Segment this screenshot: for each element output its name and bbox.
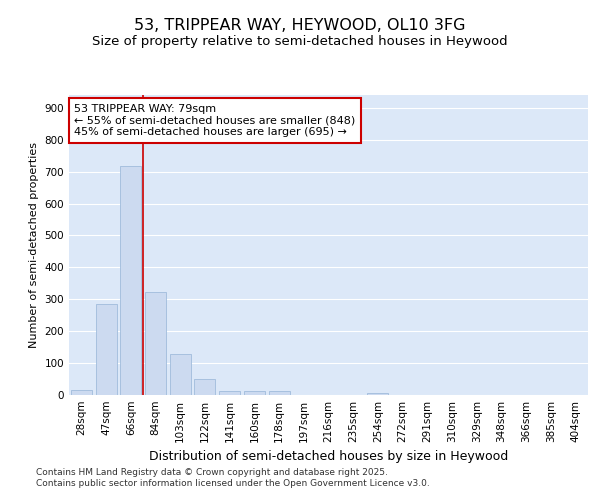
Text: 53, TRIPPEAR WAY, HEYWOOD, OL10 3FG: 53, TRIPPEAR WAY, HEYWOOD, OL10 3FG bbox=[134, 18, 466, 32]
Bar bbox=[71, 390, 92, 395]
Bar bbox=[145, 292, 166, 395]
Bar bbox=[170, 354, 191, 395]
Bar bbox=[367, 394, 388, 395]
Bar bbox=[244, 391, 265, 395]
X-axis label: Distribution of semi-detached houses by size in Heywood: Distribution of semi-detached houses by … bbox=[149, 450, 508, 464]
Y-axis label: Number of semi-detached properties: Number of semi-detached properties bbox=[29, 142, 39, 348]
Bar bbox=[95, 304, 116, 395]
Text: 53 TRIPPEAR WAY: 79sqm
← 55% of semi-detached houses are smaller (848)
45% of se: 53 TRIPPEAR WAY: 79sqm ← 55% of semi-det… bbox=[74, 104, 355, 137]
Text: Size of property relative to semi-detached houses in Heywood: Size of property relative to semi-detach… bbox=[92, 35, 508, 48]
Bar bbox=[219, 391, 240, 395]
Bar bbox=[120, 166, 141, 395]
Bar bbox=[269, 391, 290, 395]
Text: Contains HM Land Registry data © Crown copyright and database right 2025.
Contai: Contains HM Land Registry data © Crown c… bbox=[36, 468, 430, 487]
Bar bbox=[194, 379, 215, 395]
